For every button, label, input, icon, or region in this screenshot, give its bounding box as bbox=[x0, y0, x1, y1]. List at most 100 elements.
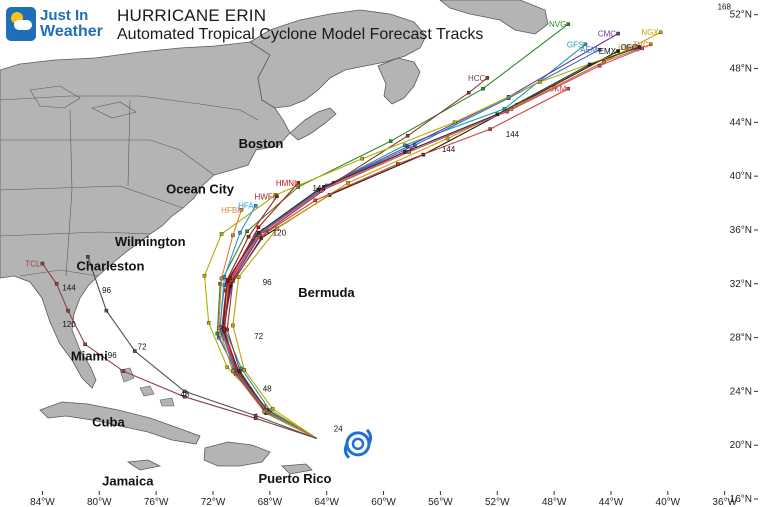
state-border-line bbox=[19, 269, 99, 277]
track-end-label: CMC bbox=[598, 30, 616, 39]
track-end-label: HFA bbox=[238, 202, 254, 211]
weather-badge-icon bbox=[6, 7, 36, 41]
track-point bbox=[505, 109, 509, 114]
track-point bbox=[616, 49, 620, 53]
hurricane-icon-arm bbox=[343, 443, 351, 459]
lon-tick-label: 48°W bbox=[542, 497, 567, 507]
place-label-bermuda: Bermuda bbox=[298, 285, 355, 300]
place-label-cuba: Cuba bbox=[92, 414, 125, 429]
place-label-boston: Boston bbox=[239, 136, 284, 151]
track-point bbox=[396, 162, 400, 166]
forecast-hour-label: 48 bbox=[180, 390, 189, 399]
lon-tick-label: 76°W bbox=[144, 497, 169, 507]
track-point bbox=[538, 80, 542, 84]
track-point bbox=[275, 194, 279, 199]
lon-tick-label: 36°W bbox=[712, 497, 737, 507]
forecast-hour-label: 48 bbox=[263, 384, 272, 393]
great-lakes-outline bbox=[29, 85, 137, 119]
place-label-jamaica: Jamaica bbox=[102, 474, 154, 489]
jamaica-island bbox=[126, 459, 162, 471]
brand-logo: Just In Weather bbox=[6, 4, 110, 44]
north-america-landmass bbox=[0, 41, 291, 389]
lat-lon-grid: 84°W 80°W 76°W 72°W 68°W 64°W 60°W 56°W 52°W 48°W… bbox=[30, 10, 758, 507]
lon-tick-label: 72°W bbox=[201, 497, 226, 507]
hurricane-icon-arm bbox=[365, 428, 373, 445]
track-point bbox=[253, 413, 258, 418]
track-point bbox=[566, 22, 571, 26]
track-point bbox=[86, 255, 90, 259]
lat-tick-label: 32°N bbox=[730, 279, 752, 290]
brand-line-1: Just In bbox=[40, 7, 89, 24]
track-end-label: HCC bbox=[468, 74, 486, 83]
track-point bbox=[182, 389, 187, 394]
track-point bbox=[587, 62, 592, 67]
lat-tick-label: 28°N bbox=[730, 333, 752, 344]
forecast-hour-label: 72 bbox=[138, 343, 147, 352]
cloud-icon bbox=[14, 20, 32, 30]
track-line-gfsi bbox=[223, 43, 586, 439]
track-point bbox=[583, 42, 588, 47]
track-point bbox=[182, 395, 187, 399]
state-border-line bbox=[0, 185, 184, 209]
track-point bbox=[133, 349, 137, 353]
place-labels: Boston Ocean City Wilmington Charleston Berm… bbox=[71, 136, 356, 489]
track-end-label: TVC bbox=[633, 40, 649, 49]
track-point bbox=[485, 76, 490, 80]
track-point bbox=[452, 120, 457, 125]
land-layer bbox=[0, 0, 549, 475]
track-point bbox=[245, 229, 249, 234]
forecast-hour-label: 96 bbox=[108, 351, 117, 360]
greenland-tip bbox=[439, 0, 549, 35]
track-end-label: OFC bbox=[621, 43, 638, 52]
track-point bbox=[54, 282, 59, 286]
forecast-hour-labels: 24 48 48 72 72 96 96 96 120 120 144 144 144 144 168 bbox=[62, 2, 731, 433]
lon-tick-label: 56°W bbox=[428, 497, 453, 507]
forecast-hour-label: 120 bbox=[62, 320, 76, 329]
track-line-clp5 bbox=[41, 263, 317, 440]
forecast-hour-label: 120 bbox=[273, 228, 287, 237]
track-point bbox=[413, 143, 417, 147]
lon-tick-label: 44°W bbox=[599, 497, 624, 507]
lon-tick-label: 40°W bbox=[656, 497, 681, 507]
track-point bbox=[316, 187, 320, 192]
lon-tick-label: 64°W bbox=[314, 497, 339, 507]
lat-tick-label: 48°N bbox=[730, 64, 752, 75]
track-point bbox=[649, 42, 653, 47]
lat-tick-label: 44°N bbox=[730, 117, 752, 128]
track-point bbox=[658, 30, 663, 34]
hurricane-icon-ring bbox=[345, 431, 371, 457]
lon-tick-label: 80°W bbox=[87, 497, 112, 507]
lon-tick-label: 68°W bbox=[258, 497, 283, 507]
forecast-hour-label: 144 bbox=[312, 184, 326, 193]
track-point bbox=[262, 409, 266, 414]
track-point bbox=[313, 198, 318, 203]
hispaniola bbox=[203, 441, 271, 467]
state-border-line bbox=[65, 109, 73, 277]
track-point bbox=[231, 233, 235, 238]
lat-tick-label: 20°N bbox=[730, 440, 752, 451]
track-point bbox=[216, 335, 221, 340]
forecast-hour-label: 144 bbox=[442, 145, 456, 154]
track-point bbox=[206, 321, 211, 325]
storm-marker bbox=[343, 428, 373, 459]
track-point bbox=[616, 31, 620, 36]
track-point bbox=[495, 112, 500, 117]
track-point bbox=[405, 134, 410, 138]
track-end-label: HWFI bbox=[255, 192, 275, 201]
track-end-label: HMNI bbox=[276, 179, 296, 188]
lat-tick-label: 16°N bbox=[730, 494, 752, 505]
track-point bbox=[231, 323, 235, 328]
track-point bbox=[360, 156, 364, 161]
cuba bbox=[39, 401, 201, 445]
lat-tick-label: 36°N bbox=[730, 225, 752, 236]
track-point bbox=[403, 150, 407, 154]
state-borders bbox=[0, 85, 259, 277]
newfoundland bbox=[377, 57, 421, 105]
state-border-line bbox=[0, 139, 215, 176]
lon-tick-label: 60°W bbox=[371, 497, 396, 507]
track-point bbox=[236, 275, 241, 279]
nova-scotia bbox=[289, 107, 337, 141]
